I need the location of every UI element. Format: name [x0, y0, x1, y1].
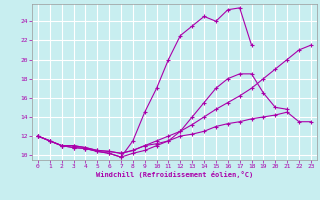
- X-axis label: Windchill (Refroidissement éolien,°C): Windchill (Refroidissement éolien,°C): [96, 171, 253, 178]
